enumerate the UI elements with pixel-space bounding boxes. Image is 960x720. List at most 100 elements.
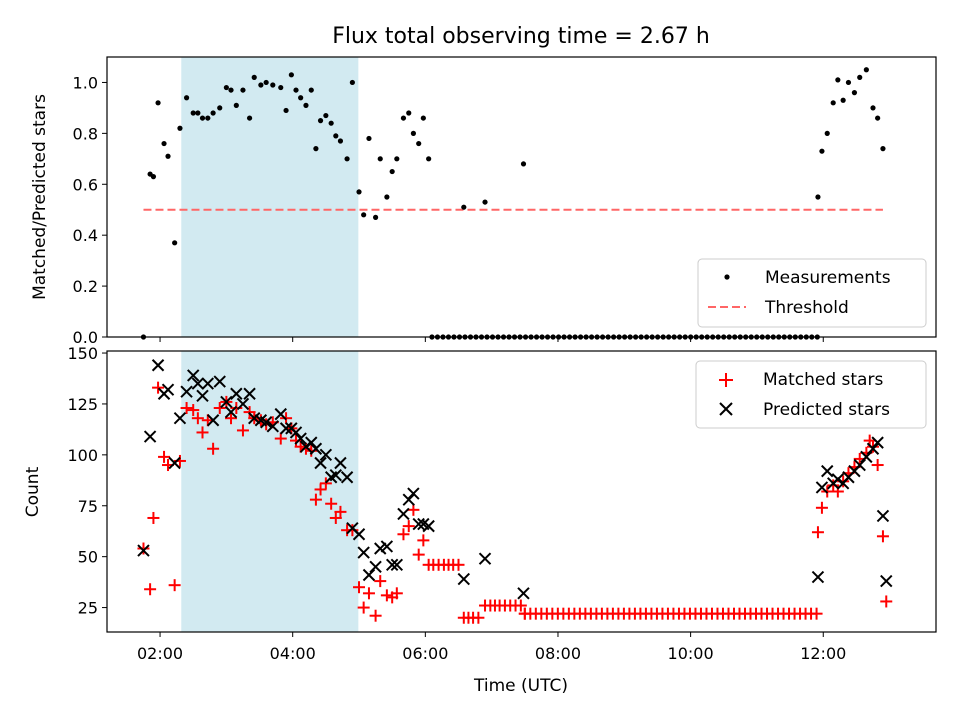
- ratio-y-tick-label: 1.0: [73, 73, 98, 92]
- measurement-point: [223, 84, 229, 91]
- count-y-tick-label: 125: [67, 395, 98, 414]
- measurement-point: [482, 199, 488, 205]
- predicted-star-point: [357, 546, 370, 559]
- matched-star-point: [380, 589, 393, 602]
- measurement-point: [270, 82, 276, 88]
- measurement-point: [323, 112, 329, 119]
- measurement-point: [278, 84, 284, 91]
- matched-star-point: [213, 402, 226, 415]
- measurement-point: [520, 161, 527, 167]
- matched-star-point: [880, 595, 893, 608]
- ratio-y-tick-label: 0.6: [73, 175, 98, 194]
- matched-star-point: [811, 526, 824, 539]
- measurement-point: [210, 110, 216, 116]
- legend-predicted-label: Predicted stars: [763, 400, 890, 420]
- matched-star-point: [243, 406, 256, 419]
- predicted-star-point: [137, 544, 150, 557]
- predicted-star-point: [319, 448, 333, 462]
- measurement-point: [246, 115, 253, 121]
- predicted-star-point: [821, 464, 834, 478]
- matched-star-point: [309, 493, 322, 506]
- count-y-tick-label: 150: [67, 344, 98, 363]
- measurement-point: [815, 194, 821, 200]
- matched-star-point: [452, 558, 465, 571]
- measurement-point: [845, 79, 852, 86]
- measurement-point: [377, 156, 383, 162]
- measurement-point: [372, 214, 379, 220]
- matched-star-point: [815, 501, 828, 514]
- predicted-star-point: [860, 450, 873, 464]
- measurement-point: [394, 156, 400, 162]
- predicted-star-point: [457, 572, 471, 586]
- measurement-point: [400, 115, 407, 121]
- legend-predicted-marker: [719, 402, 733, 416]
- matched-star-point: [353, 581, 366, 594]
- predicted-star-point: [380, 540, 394, 553]
- matched-star-point: [374, 575, 387, 588]
- predicted-star-point: [412, 517, 425, 531]
- x-tick-label: 04:00: [270, 644, 316, 663]
- predicted-star-point: [236, 397, 250, 411]
- count-legend-box: [695, 360, 927, 429]
- matched-star-point: [407, 503, 420, 516]
- measurement-point: [317, 118, 324, 124]
- predicted-star-point: [352, 528, 366, 541]
- predicted-star-point: [422, 519, 435, 533]
- matched-star-point: [357, 601, 370, 614]
- predicted-star-point: [294, 432, 307, 445]
- predicted-star-point: [180, 385, 193, 398]
- matched-star-point: [412, 548, 425, 561]
- predicted-star-point: [340, 471, 354, 484]
- legend-measurements-label: Measurements: [765, 268, 891, 288]
- measurement-point: [851, 90, 858, 96]
- measurement-point: [824, 130, 830, 136]
- measurement-point: [356, 189, 362, 195]
- measurement-point: [172, 240, 178, 246]
- matched-star-point: [417, 534, 430, 547]
- measurement-point: [333, 133, 339, 139]
- ratio-panel: 0.0 0.2 0.4 0.6 0.8 1.0 Matched/Predicted sta…: [30, 56, 937, 347]
- predicted-star-point: [274, 407, 287, 421]
- matched-star-point: [319, 477, 332, 490]
- predicted-star-point: [880, 574, 893, 588]
- predicted-star-point: [220, 395, 233, 409]
- count-y-tick-label: 75: [78, 497, 98, 516]
- predicted-star-points: [137, 359, 893, 600]
- measurement-point: [410, 130, 416, 136]
- measurement-point: [880, 146, 886, 152]
- count-shaded-span: [181, 351, 359, 632]
- predicted-star-point: [362, 568, 376, 582]
- matched-star-point: [158, 450, 171, 463]
- matched-star-point: [196, 426, 209, 439]
- ratio-y-tick-label: 0.2: [73, 277, 98, 296]
- matched-star-point: [187, 404, 200, 417]
- predicted-star-point: [305, 436, 318, 449]
- legend-matched-marker: [719, 373, 733, 387]
- x-tick-label: 08:00: [535, 644, 581, 663]
- measurement-point: [240, 87, 246, 93]
- predicted-star-point: [230, 387, 243, 400]
- measurement-point: [288, 72, 294, 78]
- predicted-star-point: [871, 436, 884, 449]
- measurement-point: [406, 110, 412, 116]
- count-legend: Matched stars Predicted stars: [695, 360, 927, 429]
- measurement-point: [190, 110, 196, 116]
- measurement-point: [416, 140, 422, 147]
- matched-star-point: [168, 579, 181, 592]
- matched-star-point: [402, 520, 415, 533]
- matched-star-point: [144, 583, 157, 596]
- measurement-point: [233, 102, 239, 108]
- chart-title: Flux total observing time = 2.67 h: [332, 24, 710, 49]
- measurement-point: [313, 146, 319, 152]
- measurement-point: [195, 110, 201, 116]
- count-plot-frame: [106, 350, 937, 633]
- matched-star-point: [152, 381, 165, 394]
- predicted-star-point: [151, 359, 165, 372]
- ratio-y-tick-label: 0.4: [73, 226, 98, 245]
- matched-star-point: [137, 542, 150, 555]
- measurement-point: [384, 194, 390, 200]
- measurement-point: [228, 87, 234, 93]
- ratio-legend: Measurements Threshold: [697, 258, 927, 328]
- matched-star-point: [810, 607, 823, 620]
- predicted-star-point: [309, 442, 323, 455]
